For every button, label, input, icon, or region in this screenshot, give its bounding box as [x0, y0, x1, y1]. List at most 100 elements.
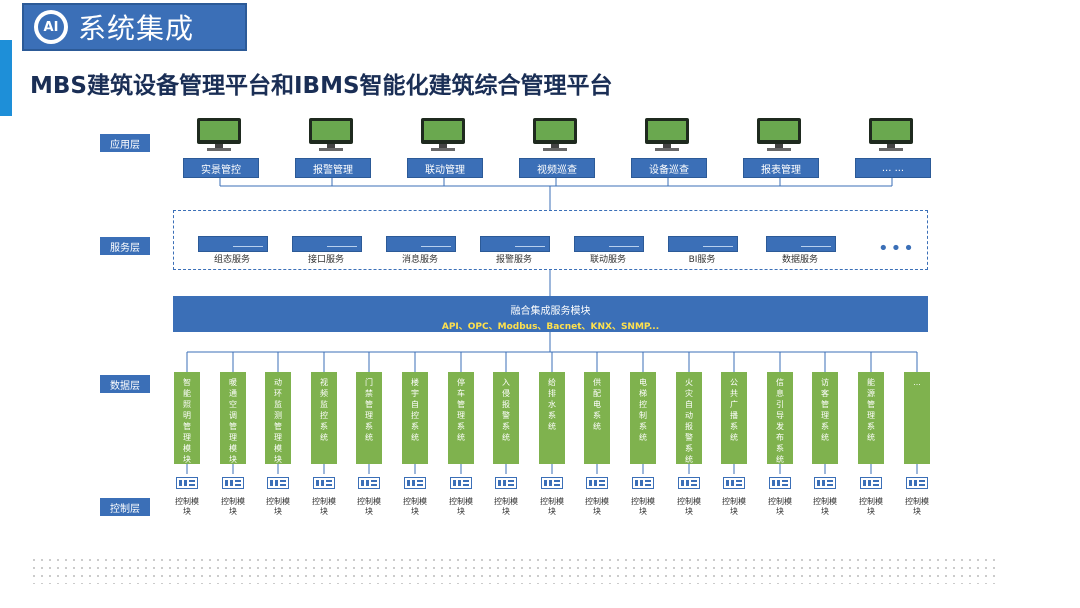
data-system-label: 能源管理系统	[867, 378, 875, 442]
service-item-label: BI服务	[688, 255, 716, 265]
control-module-label: 控制模块	[494, 497, 518, 516]
control-module-icon	[814, 474, 836, 489]
control-module-label: 控制模块	[312, 497, 336, 516]
computer-monitor-icon	[197, 118, 241, 151]
service-item-label: 消息服务	[401, 255, 438, 265]
control-module-icon	[906, 474, 928, 489]
data-system-label: 入侵报警系统	[502, 378, 510, 442]
app-item-label: 视频巡查	[519, 158, 595, 178]
app-item-label: 报警管理	[295, 158, 371, 178]
page-title: MBS建筑设备管理平台和IBMS智能化建筑综合管理平台	[30, 73, 613, 99]
data-system-label: 智能照明管理模块	[183, 378, 191, 464]
layer-label-data: 数据层	[100, 375, 150, 393]
data-system-label: 暖通空调管理模块	[229, 378, 237, 464]
server-icon	[386, 236, 456, 252]
data-system-block: 停车管理系统	[448, 372, 474, 464]
service-item-label: 报警服务	[495, 255, 532, 265]
data-system-block: 给排水系统	[539, 372, 565, 464]
layer-label-control: 控制层	[100, 498, 150, 516]
data-system-block: 门禁管理系统	[356, 372, 382, 464]
computer-monitor-icon	[421, 118, 465, 151]
accent-bar	[0, 40, 12, 116]
data-system-block: 入侵报警系统	[493, 372, 519, 464]
data-system-block: 能源管理系统	[858, 372, 884, 464]
data-system-label: 停车管理系统	[457, 378, 465, 442]
server-icon	[292, 236, 362, 252]
section-title: 系统集成	[78, 12, 195, 45]
data-system-label: 火灾自动报警系统	[685, 378, 693, 464]
computer-monitor-icon	[645, 118, 689, 151]
service-layer-box	[173, 210, 928, 270]
data-system-label: 公共广播系统	[730, 378, 738, 442]
control-module-label: 控制模块	[768, 497, 792, 516]
control-module-label: 控制模块	[449, 497, 473, 516]
control-module-label: 控制模块	[403, 497, 427, 516]
data-system-label: 电梯控制系统	[639, 378, 647, 442]
control-module-icon	[769, 474, 791, 489]
data-system-label: 访客管理系统	[821, 378, 829, 442]
ai-logo-icon: AI	[34, 10, 68, 44]
control-module-label: 控制模块	[585, 497, 609, 516]
service-more: •••	[878, 238, 916, 259]
data-system-label: 给排水系统	[548, 378, 556, 431]
control-module-label: 控制模块	[859, 497, 883, 516]
server-icon	[668, 236, 738, 252]
control-module-icon	[450, 474, 472, 489]
fusion-protocols: API、OPC、Modbus、Bacnet、KNX、SNMP...	[441, 322, 660, 332]
control-module-icon	[313, 474, 335, 489]
computer-monitor-icon	[757, 118, 801, 151]
control-module-icon	[632, 474, 654, 489]
app-item-label: 联动管理	[407, 158, 483, 178]
data-system-block: 供配电系统	[584, 372, 610, 464]
data-system-label: 楼宇自控系统	[411, 378, 419, 442]
data-system-block: 楼宇自控系统	[402, 372, 428, 464]
data-system-label: ...	[913, 378, 921, 387]
control-module-icon	[404, 474, 426, 489]
server-icon	[480, 236, 550, 252]
data-system-block: 公共广播系统	[721, 372, 747, 464]
control-module-icon	[860, 474, 882, 489]
data-system-block: 暖通空调管理模块	[220, 372, 246, 464]
app-item-label: ... ...	[855, 158, 931, 178]
control-module-label: 控制模块	[266, 497, 290, 516]
app-item-label: 实景管控	[183, 158, 259, 178]
control-module-icon	[495, 474, 517, 489]
control-module-label: 控制模块	[813, 497, 837, 516]
control-module-icon	[586, 474, 608, 489]
fusion-module: 融合集成服务模块 API、OPC、Modbus、Bacnet、KNX、SNMP.…	[173, 296, 928, 332]
computer-monitor-icon	[533, 118, 577, 151]
control-module-label: 控制模块	[722, 497, 746, 516]
service-item-label: 数据服务	[781, 255, 818, 265]
control-module-label: 控制模块	[905, 497, 929, 516]
control-module-icon	[358, 474, 380, 489]
control-module-icon	[678, 474, 700, 489]
control-module-icon	[176, 474, 198, 489]
control-module-label: 控制模块	[357, 497, 381, 516]
data-system-label: 门禁管理系统	[365, 378, 373, 442]
data-system-block: 火灾自动报警系统	[676, 372, 702, 464]
control-module-label: 控制模块	[677, 497, 701, 516]
control-module-label: 控制模块	[540, 497, 564, 516]
data-system-block: 动环监测管理模块	[265, 372, 291, 464]
server-icon	[574, 236, 644, 252]
data-system-block: 信息引导发布系统	[767, 372, 793, 464]
control-module-icon	[267, 474, 289, 489]
data-system-label: 动环监测管理模块	[274, 378, 282, 464]
computer-monitor-icon	[309, 118, 353, 151]
service-item-label: 组态服务	[213, 255, 250, 265]
data-system-block: 智能照明管理模块	[174, 372, 200, 464]
decorative-dots	[30, 556, 1000, 584]
control-module-icon	[222, 474, 244, 489]
control-module-label: 控制模块	[631, 497, 655, 516]
server-icon	[198, 236, 268, 252]
service-item-label: 接口服务	[307, 255, 344, 265]
control-module-icon	[541, 474, 563, 489]
layer-label-app: 应用层	[100, 134, 150, 152]
app-item-label: 设备巡查	[631, 158, 707, 178]
data-system-label: 供配电系统	[593, 378, 601, 431]
data-system-block: 视频监控系统	[311, 372, 337, 464]
fusion-title: 融合集成服务模块	[510, 306, 591, 317]
data-system-block: 电梯控制系统	[630, 372, 656, 464]
app-item-label: 报表管理	[743, 158, 819, 178]
server-icon	[766, 236, 836, 252]
